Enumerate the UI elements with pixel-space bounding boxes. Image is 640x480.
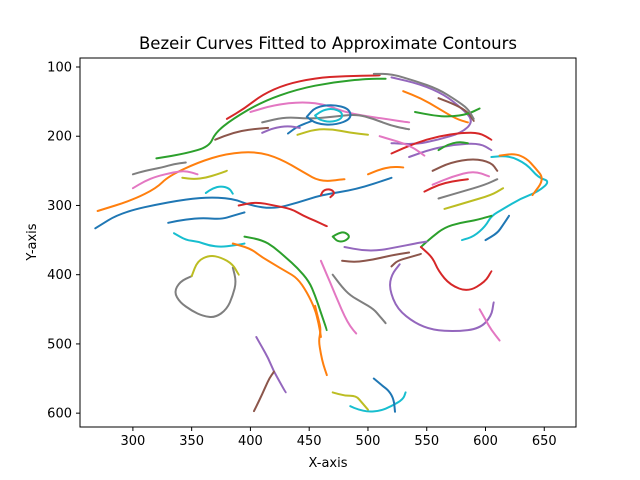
bezier-curve-55 [261, 125, 301, 134]
bezier-curve-4 [225, 74, 381, 120]
bezier-curve-18 [437, 178, 499, 200]
y-tick-label: 100 [47, 61, 72, 76]
x-axis-label: X-axis [309, 456, 348, 471]
bezier-curve-11 [305, 104, 352, 126]
bezier-curve-6 [437, 97, 475, 122]
y-axis-label: Y-axis [25, 223, 40, 261]
bezier-curve-56 [214, 126, 270, 141]
bezier-curve-42 [314, 304, 328, 377]
x-tick-label: 350 [179, 434, 204, 449]
y-tick-label: 400 [47, 268, 72, 283]
x-tick-label: 650 [532, 434, 557, 449]
y-tick-label: 300 [47, 199, 72, 214]
bezier-curve-22 [498, 153, 543, 197]
bezier-curve-53 [437, 141, 469, 152]
bezier-curve-45 [343, 240, 428, 252]
x-tick-label: 400 [238, 434, 263, 449]
plot-curves [94, 72, 549, 413]
bezier-curve-36 [253, 370, 275, 413]
bezier-curve-21 [484, 214, 511, 242]
bezier-curve-43 [331, 231, 350, 243]
bezier-curve-48 [131, 161, 187, 176]
bezier-curve-20 [461, 155, 549, 242]
bezier-curve-8 [261, 113, 411, 131]
bezier-curve-35 [255, 336, 287, 394]
bezier-curve-29 [190, 255, 240, 278]
bezier-curve-41 [372, 377, 396, 413]
x-tick-label: 600 [473, 434, 498, 449]
bezier-curve-26 [390, 252, 422, 268]
bezier-curve-15 [408, 142, 493, 158]
bezier-curve-38 [331, 273, 387, 325]
bezier-curve-57 [378, 135, 426, 157]
bezier-curve-16 [431, 158, 499, 172]
bezier-curve-19 [443, 187, 505, 210]
bezier-curve-31 [167, 211, 246, 224]
bezier-curve-52 [367, 165, 405, 176]
bezier-curve-34 [237, 201, 328, 228]
y-axis-ticks: 100 200 300 400 500 600 [47, 61, 80, 422]
y-tick-label: 200 [47, 130, 72, 145]
x-tick-label: 450 [297, 434, 322, 449]
bezier-curve-7 [249, 101, 411, 124]
bezier-curve-1 [94, 176, 393, 230]
bezier-curve-58 [372, 72, 475, 120]
bezier-curve-46 [341, 251, 411, 263]
bezier-curve-14 [390, 131, 493, 155]
chart-title: Bezeir Curves Fitted to Approximate Cont… [139, 34, 517, 53]
bezier-curve-44 [319, 188, 335, 199]
bezier-curve-12 [402, 90, 469, 124]
bezier-curve-28 [174, 266, 237, 318]
bezier-curve-39 [331, 391, 369, 411]
y-tick-label: 600 [47, 407, 72, 422]
bezier-curve-10 [314, 108, 344, 123]
x-axis-ticks: 300 350 400 450 500 550 600 650 [120, 427, 557, 449]
bezier-curve-17 [431, 171, 491, 186]
bezier-curve-50 [204, 185, 234, 195]
bezier-curve-2 [96, 151, 346, 212]
bezier-curve-9 [296, 128, 369, 136]
x-tick-label: 500 [356, 434, 381, 449]
bezier-curve-3 [155, 77, 387, 160]
bezier-curve-49 [181, 169, 228, 180]
x-tick-label: 300 [120, 434, 145, 449]
plot-frame [79, 57, 577, 428]
bezier-curve-13 [414, 107, 481, 118]
y-tick-label: 500 [47, 337, 72, 352]
bezier-curve-40 [349, 391, 407, 413]
bezier-curve-27 [478, 308, 501, 342]
bezier-curve-37 [319, 259, 358, 335]
bezier-curve-47 [131, 170, 199, 190]
bezier-curve-54 [423, 178, 469, 193]
x-tick-label: 550 [414, 434, 439, 449]
bezier-curve-25 [389, 263, 495, 333]
bezier-curve-24 [419, 246, 493, 291]
bezier-curve-33 [243, 235, 328, 332]
